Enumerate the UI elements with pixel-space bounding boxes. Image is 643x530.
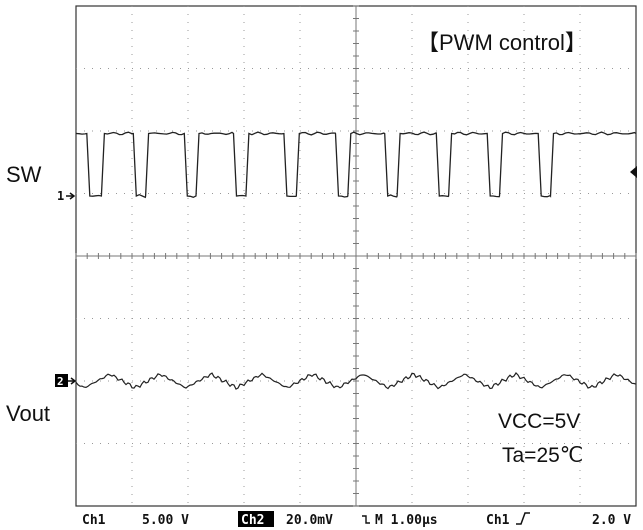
trigger-slope-icon [516, 512, 530, 525]
vout-label: Vout [6, 401, 50, 426]
ch2-marker-box [55, 374, 68, 387]
ch2-marker-label: 2 [57, 375, 64, 388]
ch1-ground-marker: 1 [57, 189, 76, 203]
sw-label: SW [6, 162, 42, 187]
trigger-level-arrow [630, 166, 637, 178]
ch2-name-highlight [238, 511, 274, 527]
ch1-marker-arrow [66, 192, 76, 200]
ch2-scale: 20.0mV [286, 513, 333, 528]
sw-trace [75, 131, 637, 199]
traces [75, 131, 637, 390]
ch1-scale: 5.00 V [142, 513, 189, 528]
ch2-marker-arrow [68, 377, 77, 385]
timebase: M 1.00µs [375, 513, 438, 528]
ch2-name: Ch2 [241, 513, 264, 528]
ch1-name: Ch1 [82, 513, 106, 528]
ta-annotation: Ta=25℃ [502, 444, 583, 467]
trigger-level: 2.0 V [592, 513, 631, 528]
vout-trace [75, 372, 637, 390]
ch2-ground-marker: 2 [55, 374, 77, 388]
status-bar: Ch1 5.00 V Ch2 20.0mV M 1.00µs Ch1 2.0 V [82, 511, 631, 528]
vcc-annotation: VCC=5V [498, 410, 580, 433]
trigger-mode-icon [362, 515, 370, 524]
ch1-marker-label: 1 [57, 189, 64, 203]
trigger-source: Ch1 [486, 513, 510, 528]
graticule-grid [75, 5, 637, 507]
title-tag: 【PWM control】 [417, 30, 587, 55]
